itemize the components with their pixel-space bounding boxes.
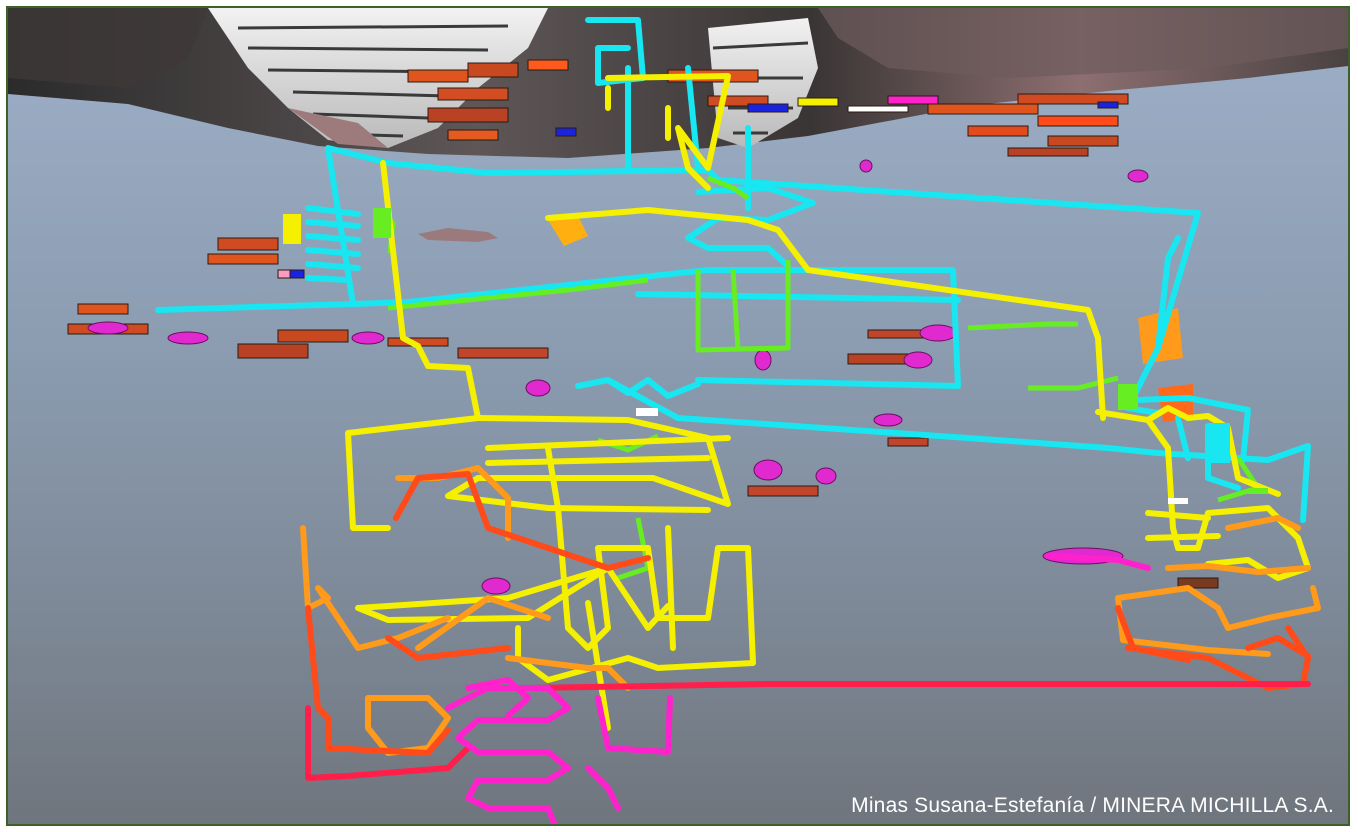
- terrain-surface: [8, 8, 1348, 158]
- drift-level-orange: [300, 465, 1321, 756]
- image-caption: Minas Susana-Estefanía / MINERA MICHILLA…: [851, 794, 1334, 817]
- mine-3d-view[interactable]: [8, 8, 1348, 824]
- drift-level-magenta: [445, 553, 1151, 824]
- drift-level-crimson: [305, 681, 1311, 781]
- drift-level-yellow: [345, 73, 1311, 731]
- viewport-frame: Minas Susana-Estefanía / MINERA MICHILLA…: [6, 6, 1350, 826]
- ore-bodies-upper: [67, 59, 1219, 589]
- accent-markers: [283, 208, 1268, 504]
- ore-blobs-magenta: [87, 159, 1149, 595]
